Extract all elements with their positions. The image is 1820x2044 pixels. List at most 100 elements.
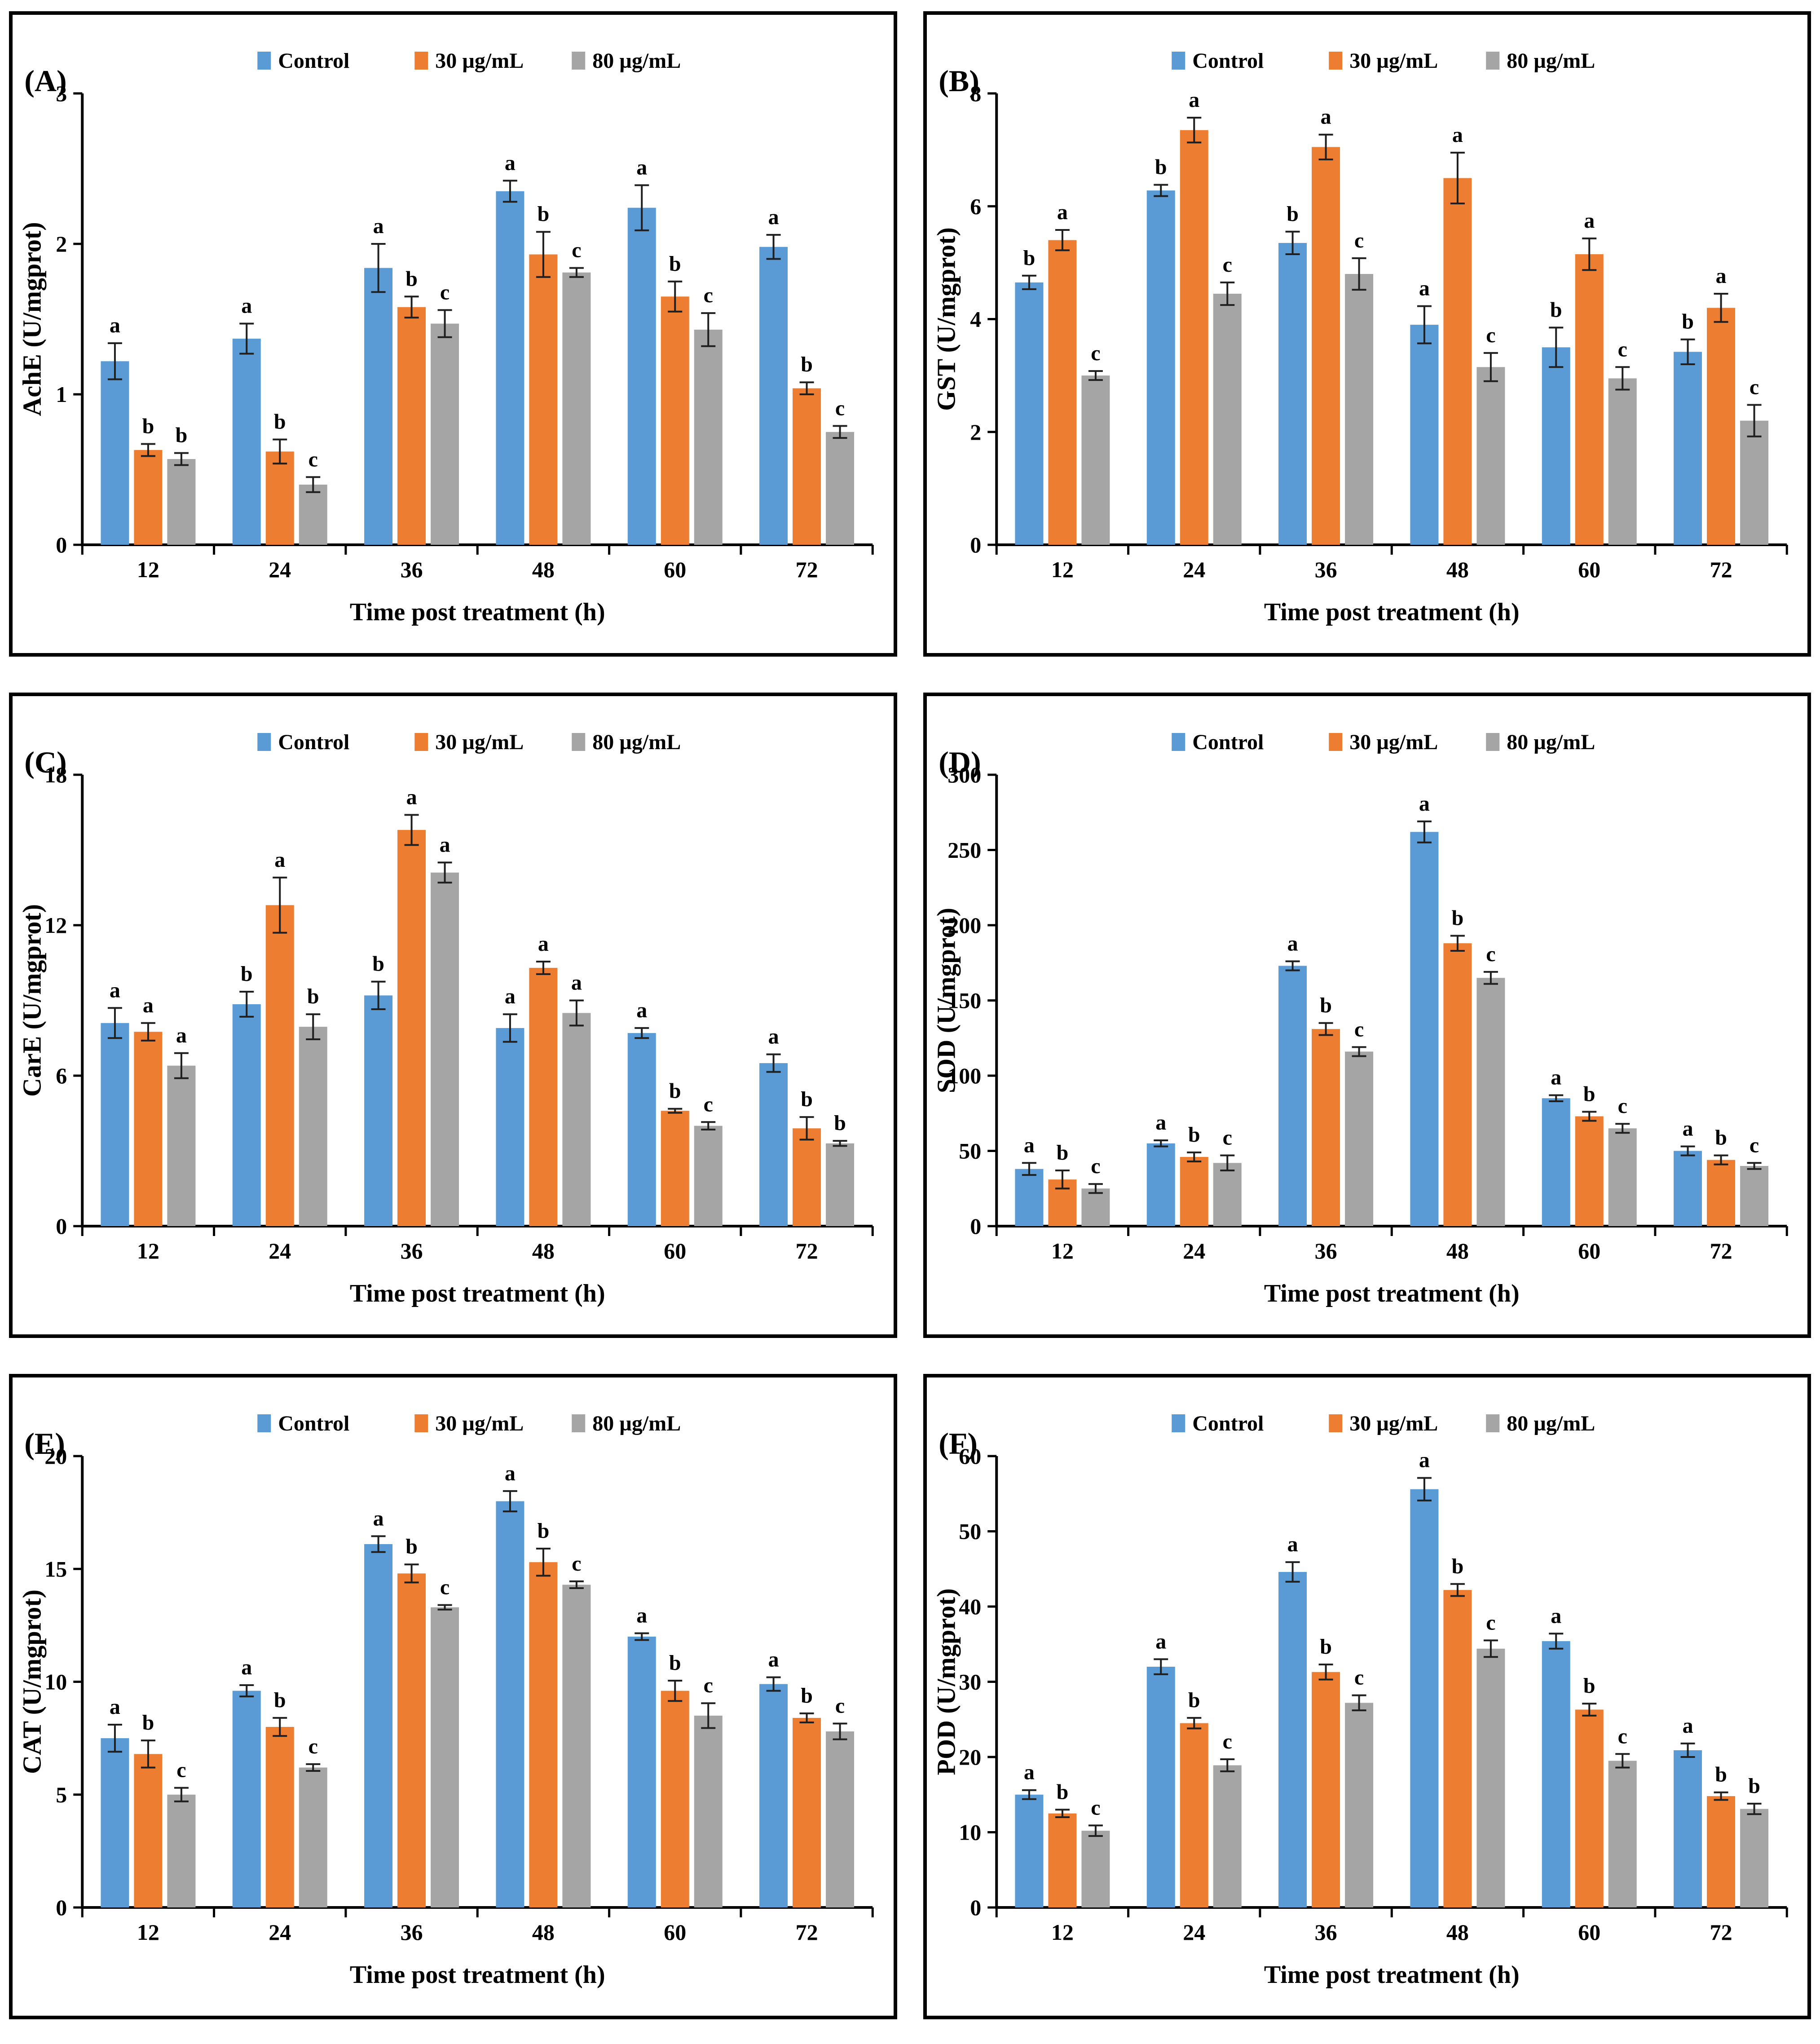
legend-swatch-icon [1328,733,1342,751]
y-tick-label: 3 [56,81,67,106]
x-category-label: 48 [1446,1920,1468,1945]
bar [1706,1160,1735,1226]
legend-label: Control [278,730,349,754]
bar [1146,1143,1175,1226]
bar [1740,420,1768,545]
legend-item: Control [1171,1412,1264,1435]
bar [1542,347,1570,545]
y-axis-title: CarE (U/mgprot) [17,904,46,1097]
significance-letter: a [1452,123,1463,147]
bar [1311,1672,1340,1907]
bar [101,1023,129,1226]
bar [364,268,393,545]
bar [694,1126,723,1226]
significance-letter: a [241,294,252,318]
y-tick-label: 4 [970,307,981,332]
significance-letter: c [1091,341,1100,365]
significance-letter: c [1222,1730,1232,1753]
legend-swatch-icon [414,52,428,70]
significance-letter: a [143,993,154,1017]
x-category-label: 24 [1183,1920,1205,1945]
figure-grid: (A) Control 30 µg/mL 80 µg/mL 0 1 2 3 12 24 36 48 60… [9,11,1811,2033]
significance-letter: b [1056,1780,1068,1804]
x-category-label: 72 [1710,1238,1732,1263]
significance-letter: b [1188,1123,1200,1147]
significance-letter: a [505,1461,516,1485]
significance-letter: b [669,1079,681,1103]
y-tick-label: 300 [947,762,981,787]
y-tick-label: 8 [970,81,981,106]
legend-item: 80 µg/mL [572,1412,681,1435]
significance-letter: c [1354,229,1363,252]
y-tick-label: 100 [947,1063,981,1088]
y-tick-label: 2 [970,419,981,445]
bar [826,432,855,545]
bar [364,995,393,1226]
legend-item: 30 µg/mL [1328,49,1438,73]
bar [431,323,459,545]
significance-letter: a [1419,792,1429,816]
y-tick-label: 30 [959,1669,981,1695]
x-category-label: 12 [1051,1920,1073,1945]
significance-letter: b [801,353,813,376]
bar [759,1684,788,1907]
x-axis-title: Time post treatment (h) [350,598,605,626]
significance-letter: a [110,978,120,1002]
bar [232,339,261,545]
significance-letter: a [1287,931,1298,955]
x-category-label: 24 [1183,557,1205,582]
significance-letter: c [1617,337,1627,361]
bar [1278,966,1307,1226]
bar [1344,1703,1373,1907]
bar [1081,375,1110,545]
legend-swatch-icon [414,1414,428,1432]
legend-item: 30 µg/mL [414,730,524,754]
significance-letter: b [1155,155,1167,179]
bar [1608,1128,1637,1226]
legend-label: Control [278,1412,349,1435]
bar [1443,943,1472,1226]
panel-D: (D) Control 30 µg/mL 80 µg/mL 0 50 100 150 200 25… [923,693,1811,1338]
x-category-label: 48 [532,1920,555,1945]
bar [1146,190,1175,545]
significance-letter: c [1486,323,1495,347]
legend-label: 30 µg/mL [1349,1412,1438,1435]
significance-letter: a [538,932,549,956]
bar [299,1027,327,1226]
significance-letter: b [372,952,384,976]
significance-letter: a [1682,1714,1693,1738]
significance-letter: a [1551,1066,1561,1090]
significance-letter: b [801,1087,813,1111]
legend-swatch-icon [1171,733,1185,751]
significance-letter: c [835,1694,845,1717]
bar [1311,1029,1340,1226]
y-tick-label: 0 [970,532,981,557]
panel-label: (B) [939,64,979,98]
x-category-label: 12 [137,557,159,582]
significance-letter: b [1188,1688,1200,1712]
significance-letter: a [1155,1629,1166,1653]
significance-letter: c [704,1673,713,1697]
bar [1443,178,1472,545]
bar [759,247,788,545]
bar [1476,978,1505,1226]
panel-label: (A) [24,64,66,98]
bar [397,1573,426,1907]
bar [232,1691,261,1907]
legend-item: Control [1171,730,1264,754]
significance-letter: c [1617,1094,1627,1118]
bar [1278,1572,1307,1907]
bar [661,296,689,545]
bar [167,1794,196,1907]
significance-letter: a [1287,1532,1298,1556]
bar [1048,240,1076,545]
significance-letter: a [768,1647,779,1671]
bar [1081,1831,1110,1907]
legend-item: 30 µg/mL [414,49,524,73]
legend-swatch-icon [257,52,271,70]
x-category-label: 36 [1314,557,1337,582]
bar [826,1143,855,1226]
legend-swatch-icon [1171,52,1185,70]
legend-swatch-icon [572,1414,586,1432]
